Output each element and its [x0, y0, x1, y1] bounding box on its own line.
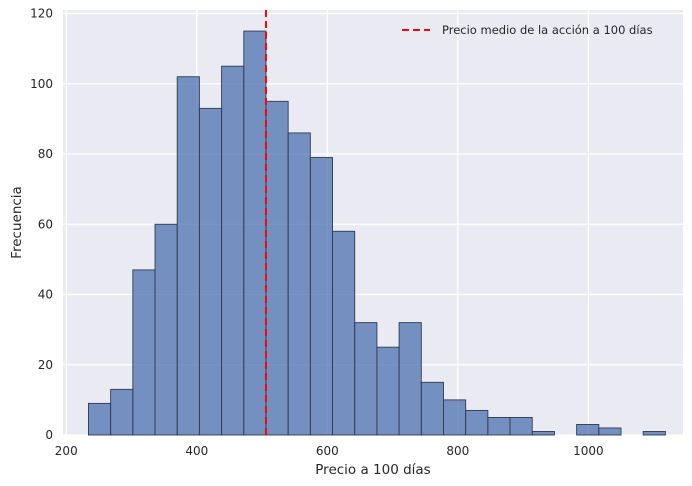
x-tick-label: 200: [55, 444, 78, 458]
histogram-bar: [132, 269, 156, 436]
histogram-bar: [398, 322, 422, 436]
histogram-bar: [531, 431, 555, 436]
histogram-bar: [243, 30, 267, 436]
histogram-bar: [354, 322, 378, 436]
histogram-bar: [487, 416, 511, 436]
y-axis-label: Frecuencia: [9, 186, 25, 259]
histogram-bar: [576, 424, 600, 436]
histogram-bar: [465, 409, 489, 436]
histogram-bar: [509, 416, 533, 436]
legend-label: Precio medio de la acción a 100 días: [442, 23, 653, 37]
histogram-bar: [642, 431, 666, 436]
y-tick-label: 120: [30, 7, 53, 21]
x-tick-label: 800: [446, 444, 469, 458]
x-axis-label: Precio a 100 días: [315, 462, 430, 478]
histogram-bar: [287, 132, 311, 436]
y-tick-label: 60: [38, 217, 53, 231]
y-tick-label: 40: [38, 288, 53, 302]
histogram-bar: [443, 399, 467, 436]
histogram-bar: [265, 100, 289, 436]
x-tick-label: 1000: [573, 444, 604, 458]
y-tick-label: 80: [38, 147, 53, 161]
histogram-bar: [420, 381, 444, 436]
histogram-bar: [154, 223, 178, 436]
legend: Precio medio de la acción a 100 días: [402, 23, 653, 37]
x-tick-label: 600: [316, 444, 339, 458]
y-tick-labels: 0 20 40 60 80 100 120: [30, 7, 53, 442]
x-tick-label: 400: [185, 444, 208, 458]
histogram-bar: [198, 107, 223, 436]
histogram-bar: [110, 388, 134, 436]
histogram-bar: [88, 402, 112, 436]
histogram-bar: [176, 76, 200, 436]
y-tick-label: 0: [45, 428, 53, 442]
histogram-bar: [376, 346, 400, 436]
histogram-bar: [332, 230, 356, 436]
histogram-bars: [88, 30, 666, 436]
histogram-bar: [309, 157, 333, 436]
y-tick-label: 100: [30, 77, 53, 91]
y-tick-label: 20: [38, 358, 53, 372]
histogram-bar: [598, 427, 622, 436]
histogram-bar: [221, 65, 245, 436]
x-tick-labels: 200 400 600 800 1000: [55, 444, 604, 458]
